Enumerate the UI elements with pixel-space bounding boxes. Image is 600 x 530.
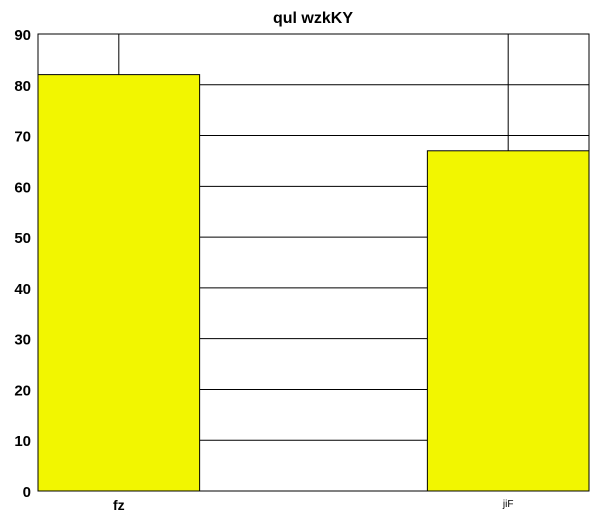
chart-title: qul wzkKY — [273, 10, 353, 27]
plot-border — [37, 33, 590, 492]
bar-fz — [37, 74, 201, 492]
y-tick-label: 90 — [14, 27, 31, 44]
y-axis: 0 10 20 30 40 50 60 70 80 90 — [14, 27, 31, 501]
y-tick-label: 20 — [14, 382, 31, 399]
y-tick-label: 40 — [14, 281, 31, 298]
x-axis: fz jiF — [113, 497, 513, 513]
x-category-label: jiF — [502, 499, 514, 510]
y-tick-label: 50 — [14, 230, 31, 247]
y-tick-label: 80 — [14, 78, 31, 95]
y-tick-label: 60 — [14, 179, 31, 196]
y-tick-label: 30 — [14, 332, 31, 349]
plot-frame — [37, 33, 590, 492]
y-tick-label: 10 — [14, 433, 31, 450]
y-tick-label: 70 — [14, 129, 31, 146]
bar-jiF — [426, 150, 590, 492]
y-tick-label: 0 — [23, 484, 31, 501]
x-category-label: fz — [113, 497, 125, 513]
